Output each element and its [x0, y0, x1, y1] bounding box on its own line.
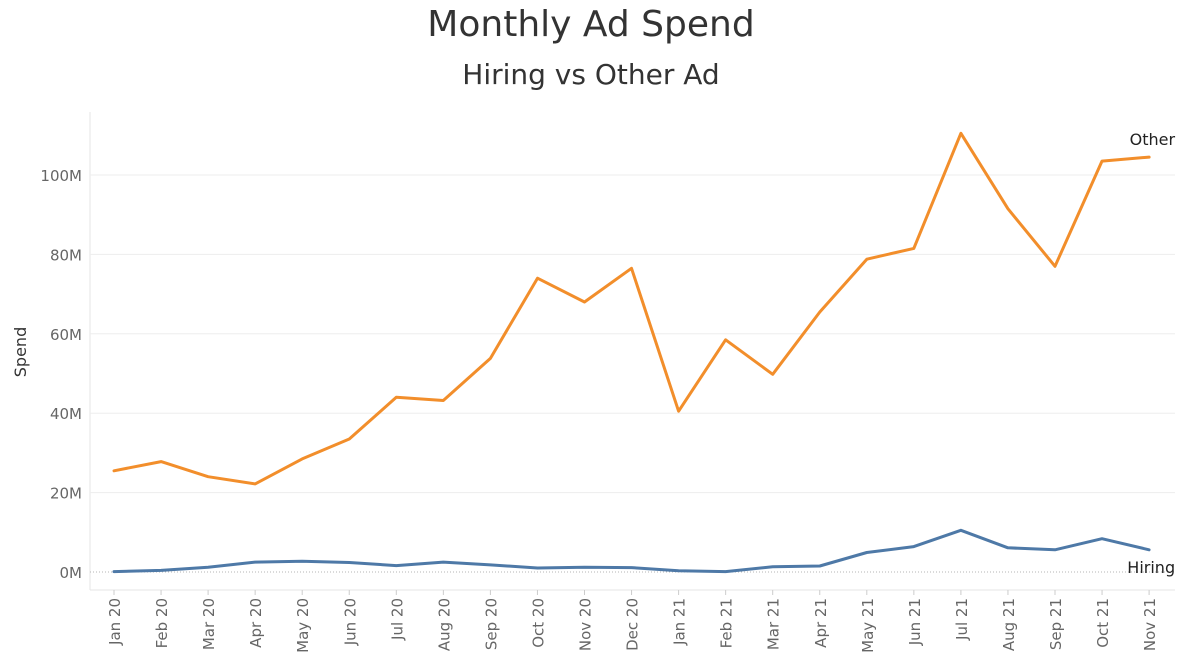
- gridlines: [89, 112, 1175, 591]
- y-tick-label: 100M: [40, 167, 82, 185]
- x-tick-label: Dec 20: [624, 598, 642, 651]
- y-tick-label: 60M: [50, 326, 82, 344]
- series-label-other: Other: [1130, 130, 1176, 149]
- x-tick-label: Apr 21: [812, 598, 830, 648]
- x-tick-label: May 21: [859, 598, 877, 653]
- x-tick-label: Jul 21: [953, 598, 971, 641]
- x-tick-label: Feb 21: [718, 598, 736, 648]
- y-tick-label: 40M: [50, 405, 82, 423]
- x-tick-label: Nov 20: [577, 598, 595, 651]
- x-tick-label: Mar 21: [765, 598, 783, 650]
- series-lines: [112, 131, 1151, 574]
- x-tick-label: Sep 21: [1047, 598, 1065, 650]
- x-tick-label: Nov 21: [1141, 598, 1159, 651]
- x-tick-label: Feb 20: [153, 598, 171, 648]
- y-axis-label: Spend: [11, 327, 30, 377]
- y-tick-label: 20M: [50, 485, 82, 503]
- series-labels: Other Hiring: [1127, 130, 1175, 577]
- x-tick-label: Aug 20: [435, 598, 453, 651]
- x-tick-label: Apr 20: [247, 598, 265, 648]
- x-tick-label: Sep 20: [482, 598, 500, 650]
- y-tick-label: 0M: [60, 564, 83, 582]
- x-tick-label: Mar 20: [200, 598, 218, 650]
- x-tick-label: Jun 20: [341, 598, 359, 646]
- x-tick-label: Jun 21: [906, 598, 924, 646]
- y-tick-label: 80M: [50, 246, 82, 264]
- chart-title: Monthly Ad Spend: [427, 4, 755, 45]
- series-label-hiring: Hiring: [1127, 558, 1175, 577]
- x-tick-label: Oct 21: [1094, 598, 1112, 648]
- x-tick-label: Jan 21: [671, 598, 689, 646]
- y-axis-ticks: 0M 20M 40M 60M 80M 100M: [40, 167, 82, 582]
- chart-subtitle: Hiring vs Other Ad: [462, 58, 720, 91]
- x-tick-label: Aug 21: [1000, 598, 1018, 651]
- x-tick-label: Oct 20: [529, 598, 547, 648]
- x-tick-label: May 20: [294, 598, 312, 653]
- series-line-hiring: [112, 528, 1151, 574]
- x-tick-label: Jan 20: [106, 598, 124, 646]
- x-axis-ticks: Jan 20 Feb 20 Mar 20 Apr 20 May 20 Jun 20 Jul …: [106, 590, 1159, 653]
- series-line-other: [112, 131, 1151, 486]
- x-tick-label: Jul 20: [388, 598, 406, 641]
